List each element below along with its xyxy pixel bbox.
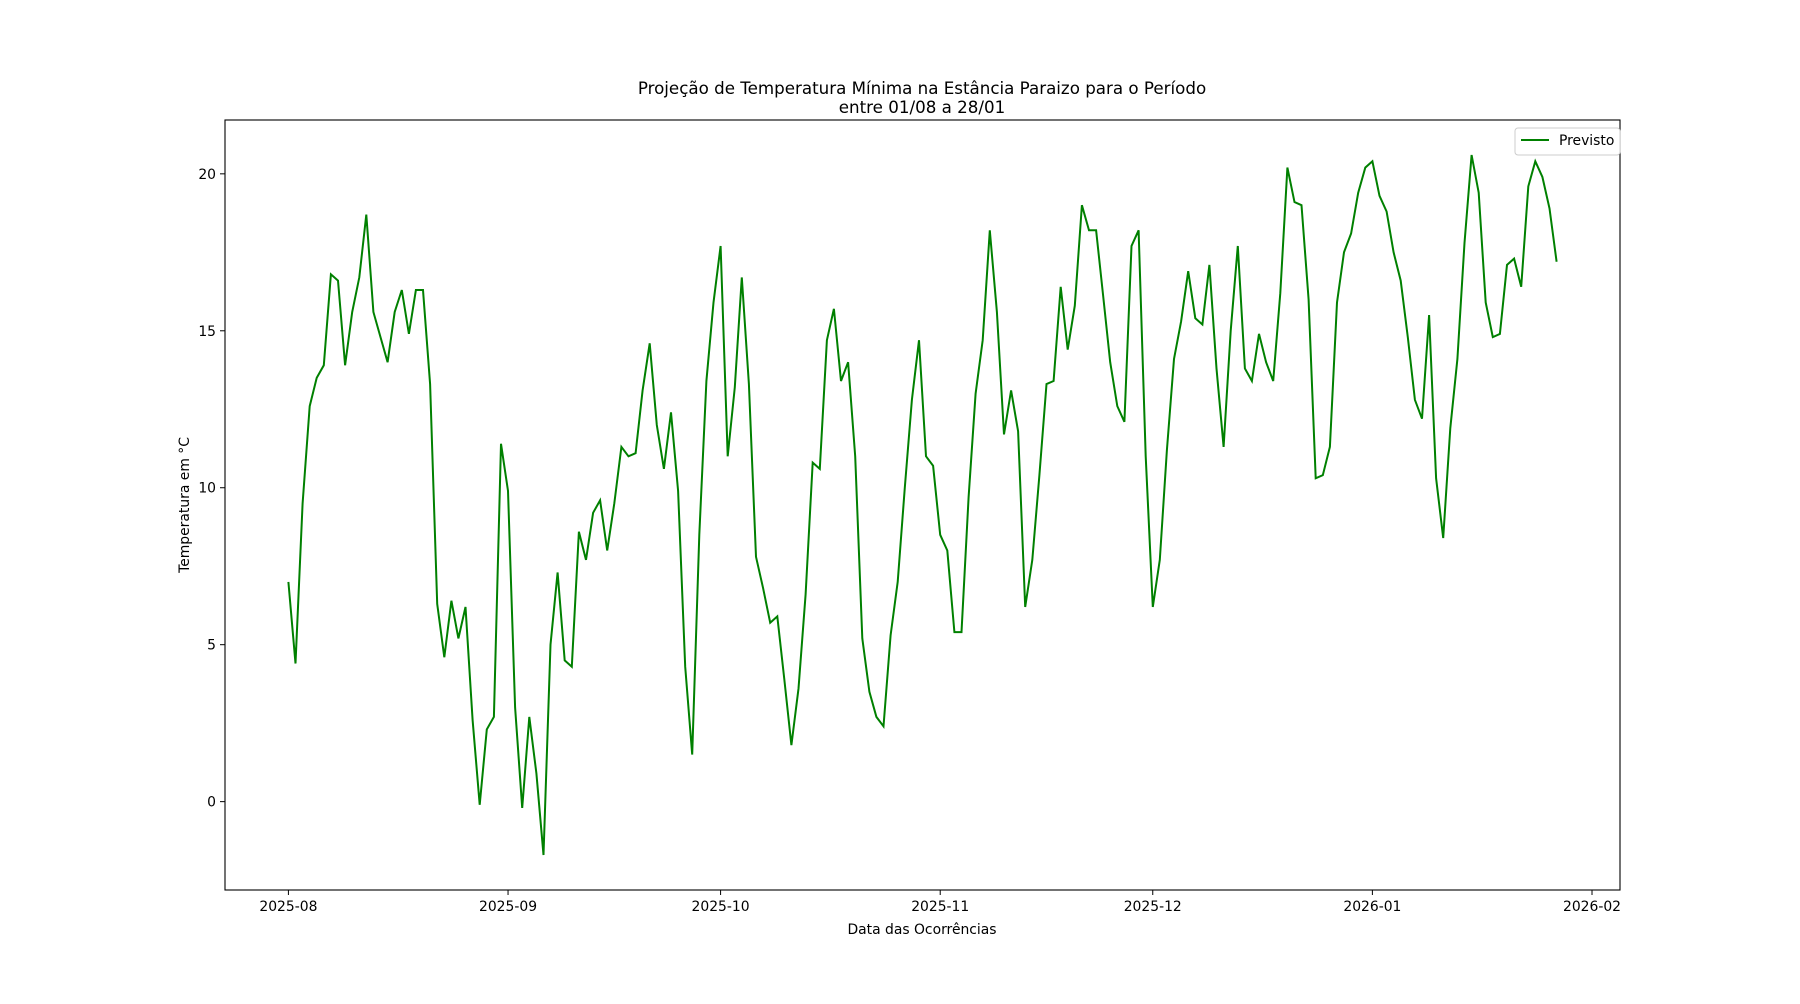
y-tick-label: 15 xyxy=(198,324,216,340)
y-tick-label: 5 xyxy=(207,638,216,654)
x-tick-label: 2025-08 xyxy=(259,899,317,915)
y-tick-label: 20 xyxy=(198,167,216,183)
x-tick-label: 2026-01 xyxy=(1343,899,1401,915)
legend-label: Previsto xyxy=(1559,133,1614,149)
series-line-previsto xyxy=(288,155,1556,855)
legend: Previsto xyxy=(1515,128,1620,155)
x-tick-label: 2026-02 xyxy=(1563,899,1621,915)
x-tick-label: 2025-11 xyxy=(911,899,969,915)
plot-area xyxy=(288,155,1556,855)
y-tick-label: 0 xyxy=(207,795,216,811)
chart-title-line2: entre 01/08 a 28/01 xyxy=(839,97,1005,117)
x-tick-label: 2025-12 xyxy=(1124,899,1182,915)
x-axis: 2025-08 2025-09 2025-10 2025-11 2025-12 2026-… xyxy=(259,890,1621,915)
x-tick-label: 2025-09 xyxy=(479,899,537,915)
x-axis-label: Data das Ocorrências xyxy=(847,922,996,938)
y-tick-label: 10 xyxy=(198,481,216,497)
y-axis: 0 5 10 15 20 xyxy=(198,167,225,811)
chart-title: Projeção de Temperatura Mínima na Estânc… xyxy=(638,78,1206,98)
y-axis-label: Temperatura em °C xyxy=(177,437,193,574)
x-tick-label: 2025-10 xyxy=(692,899,750,915)
